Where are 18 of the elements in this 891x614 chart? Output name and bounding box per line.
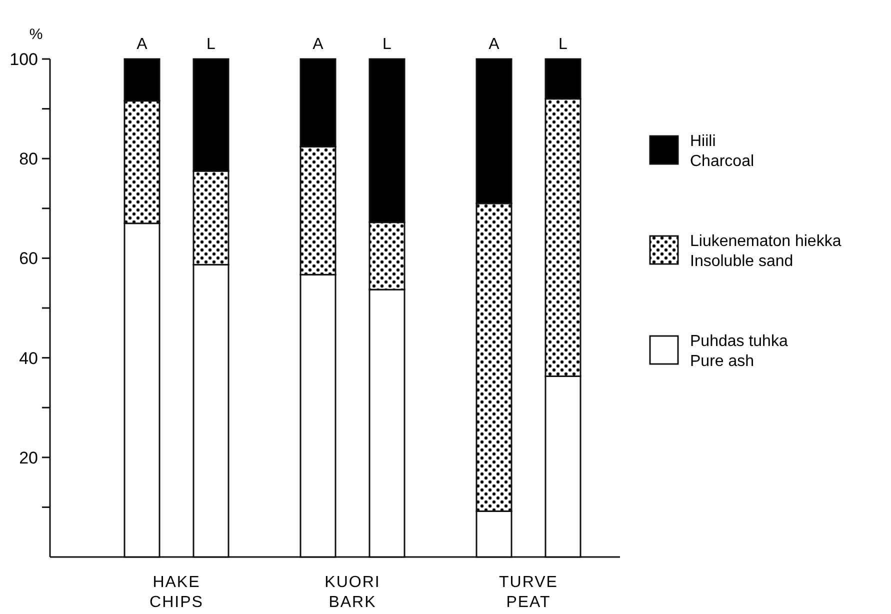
x-tick-label: A — [312, 36, 324, 53]
y-tick-label: 60 — [19, 249, 38, 268]
y-tick-label: 100 — [10, 50, 38, 69]
x-tick-label: A — [488, 36, 500, 53]
y-tick-label: 40 — [19, 348, 38, 368]
x-tick-label: L — [558, 36, 568, 53]
x-tick-label: L — [382, 36, 392, 53]
x-tick-label: L — [206, 36, 216, 53]
y-tick-label: 20 — [19, 448, 38, 468]
x-tick-label: A — [136, 36, 148, 53]
text: KUORI BARK — [324, 574, 380, 611]
text: TURVE PEAT — [499, 574, 558, 611]
legend-label: Puhdas tuhka Pure ash — [690, 333, 788, 370]
y-tick-label: 80 — [19, 150, 38, 169]
legend-label: Hiili Charcoal — [690, 133, 754, 170]
y-axis-title: % — [29, 26, 43, 43]
legend-label: Liukenematon hiekka Insoluble sand — [690, 233, 842, 270]
text: HAKE CHIPS — [150, 574, 204, 611]
